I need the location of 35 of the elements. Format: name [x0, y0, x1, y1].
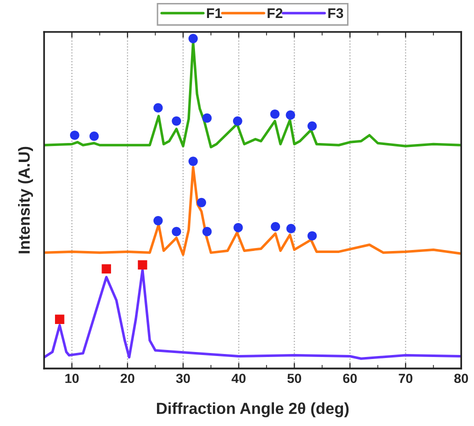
point	[188, 34, 198, 44]
point	[172, 226, 182, 236]
point	[196, 198, 206, 208]
point	[270, 109, 280, 119]
point	[172, 116, 182, 126]
point	[270, 222, 280, 232]
point	[307, 121, 317, 131]
point	[102, 264, 112, 274]
point	[153, 103, 163, 112]
point	[54, 314, 64, 324]
point	[202, 113, 212, 123]
point	[153, 216, 163, 226]
x-tick-label: 30	[176, 374, 190, 384]
point	[138, 260, 148, 270]
point	[202, 226, 212, 236]
point	[286, 224, 296, 234]
legend-label: F1	[207, 8, 222, 18]
x-axis-title: Diffraction Angle 2θ (deg)	[156, 402, 349, 418]
x-tick-label: 60	[343, 374, 357, 384]
point	[286, 110, 296, 120]
x-tick-label: 20	[120, 374, 134, 384]
point	[234, 222, 243, 232]
x-tick-label: 40	[232, 374, 246, 384]
legend-label: F3	[328, 8, 344, 18]
x-tick-label: 80	[454, 374, 468, 384]
point	[307, 231, 317, 241]
x-tick-label: 50	[287, 374, 302, 384]
y-axis-title: Intensity (A.U)	[18, 146, 33, 254]
point	[232, 116, 242, 126]
legend-label: F2	[268, 8, 282, 18]
point	[70, 130, 80, 140]
point	[188, 156, 198, 166]
x-tick-label: 70	[398, 374, 412, 384]
x-tick-label: 10	[65, 374, 79, 384]
point	[89, 132, 99, 141]
